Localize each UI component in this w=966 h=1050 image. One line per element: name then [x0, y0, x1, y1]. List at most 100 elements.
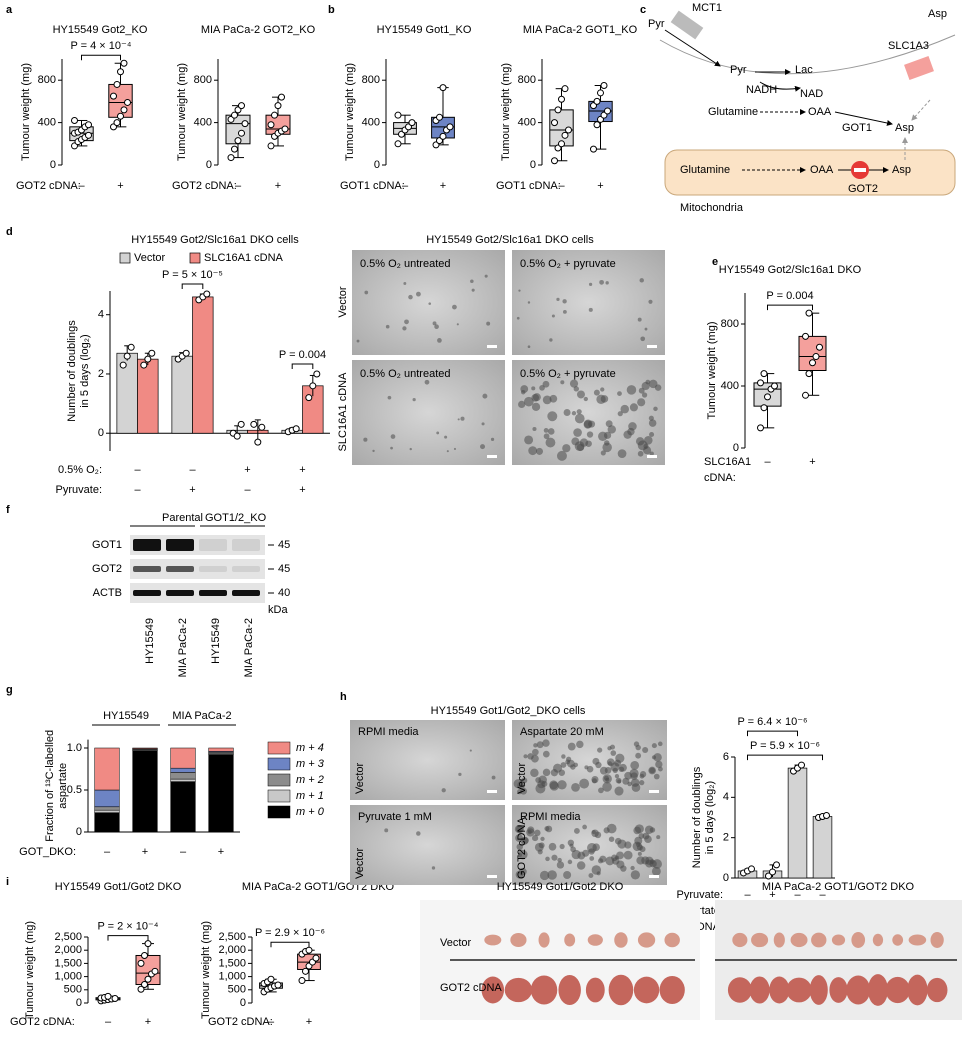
- cell: [517, 781, 526, 790]
- cell: [560, 762, 567, 768]
- cell: [432, 321, 437, 326]
- cell: [545, 825, 553, 833]
- tumour: [786, 977, 812, 1003]
- x-axis-label: GOT1 cDNA:: [340, 180, 405, 192]
- y-tick-label: 0.5: [67, 784, 82, 796]
- cell: [542, 380, 550, 388]
- inhibition-bar: [854, 168, 866, 172]
- x-tick-label: –: [180, 846, 187, 858]
- row-label: GOT2 cDNA: [440, 982, 502, 994]
- tumour: [790, 932, 808, 948]
- tumour: [749, 976, 770, 1004]
- cell: [551, 854, 558, 861]
- tumour: [867, 974, 889, 1006]
- x-axis-label: GOT1 cDNA:: [496, 180, 561, 192]
- data-point: [593, 97, 601, 105]
- micrograph: [512, 250, 665, 355]
- pathway-label: Glutamine: [680, 164, 730, 176]
- pathway-label: OAA: [810, 164, 834, 176]
- cell: [640, 336, 646, 342]
- data-point: [144, 975, 152, 983]
- cell: [549, 338, 553, 342]
- x-tick-label: +: [218, 846, 224, 858]
- cell: [576, 409, 582, 415]
- scale-bar: [487, 875, 497, 878]
- legend-label: Vector: [134, 252, 166, 264]
- band: [199, 566, 227, 572]
- y-tick-label: 2: [98, 368, 104, 380]
- data-point: [258, 423, 266, 431]
- bar-segment: [208, 754, 234, 833]
- data-point: [802, 332, 809, 340]
- data-point: [309, 382, 317, 390]
- bar: [171, 355, 193, 434]
- cell: [630, 772, 638, 780]
- cell: [516, 316, 520, 320]
- y-tick-label: 500: [228, 984, 246, 996]
- data-point: [600, 82, 608, 89]
- data-point: [267, 121, 275, 129]
- legend-label: m + 0: [296, 806, 325, 818]
- cell: [579, 778, 590, 789]
- condition-label: 0.5% O₂:: [58, 464, 102, 476]
- data-point: [110, 92, 117, 100]
- tumour: [614, 932, 628, 948]
- transporter-mct1: [670, 10, 704, 40]
- tumour: [872, 933, 884, 947]
- cell: [542, 768, 551, 777]
- cell: [644, 327, 648, 331]
- cell: [539, 870, 550, 881]
- condition-value: –: [744, 889, 751, 901]
- cell: [614, 786, 624, 796]
- data-point: [764, 393, 771, 401]
- bar: [812, 816, 833, 879]
- tumour: [773, 932, 785, 948]
- cell: [635, 752, 642, 759]
- panel-letter: b: [328, 4, 335, 16]
- cell: [617, 839, 627, 849]
- y-axis-label: in 5 days (log₂): [79, 334, 91, 407]
- band: [166, 590, 194, 596]
- data-point: [312, 954, 320, 962]
- band: [166, 566, 194, 572]
- cell: [600, 450, 606, 456]
- tumour: [585, 977, 605, 1003]
- cell: [534, 842, 544, 852]
- significance-bracket: [747, 754, 823, 761]
- y-tick-label: 400: [518, 117, 536, 129]
- legend-label: m + 4: [296, 742, 324, 754]
- data-point: [593, 121, 601, 129]
- cell: [630, 865, 635, 871]
- cell: [372, 449, 375, 453]
- chart-title: HY15549 Got2/Slc16a1 DKO cells: [131, 234, 299, 246]
- x-tick-label: –: [235, 180, 242, 192]
- cell: [536, 741, 544, 749]
- cell: [591, 778, 598, 784]
- cell: [363, 437, 368, 442]
- photo-title: MIA PaCa-2 GOT1/GOT2 DKO: [762, 881, 915, 893]
- panel-letter: e: [712, 256, 718, 268]
- cell: [588, 307, 593, 312]
- band: [232, 566, 260, 572]
- micrograph: [350, 805, 505, 885]
- bar: [787, 767, 808, 879]
- y-tick-label: 800: [38, 74, 56, 86]
- bar-segment: [94, 809, 120, 813]
- cell: [649, 451, 654, 456]
- bar-segment: [94, 747, 120, 791]
- y-tick-label: 4: [723, 791, 729, 803]
- tumour: [664, 932, 680, 948]
- cell: [609, 744, 616, 750]
- cell: [587, 842, 597, 853]
- data-point: [231, 111, 238, 119]
- cell: [602, 442, 612, 453]
- x-axis-label: GOT2 cDNA:: [16, 180, 81, 192]
- data-point: [281, 125, 289, 133]
- legend-label: SLC16A1 cDNA: [204, 252, 284, 264]
- cell: [639, 773, 645, 779]
- cell: [605, 281, 609, 285]
- cell: [611, 854, 618, 862]
- pathway-label: MCT1: [692, 2, 722, 14]
- condition-value: –: [819, 889, 826, 901]
